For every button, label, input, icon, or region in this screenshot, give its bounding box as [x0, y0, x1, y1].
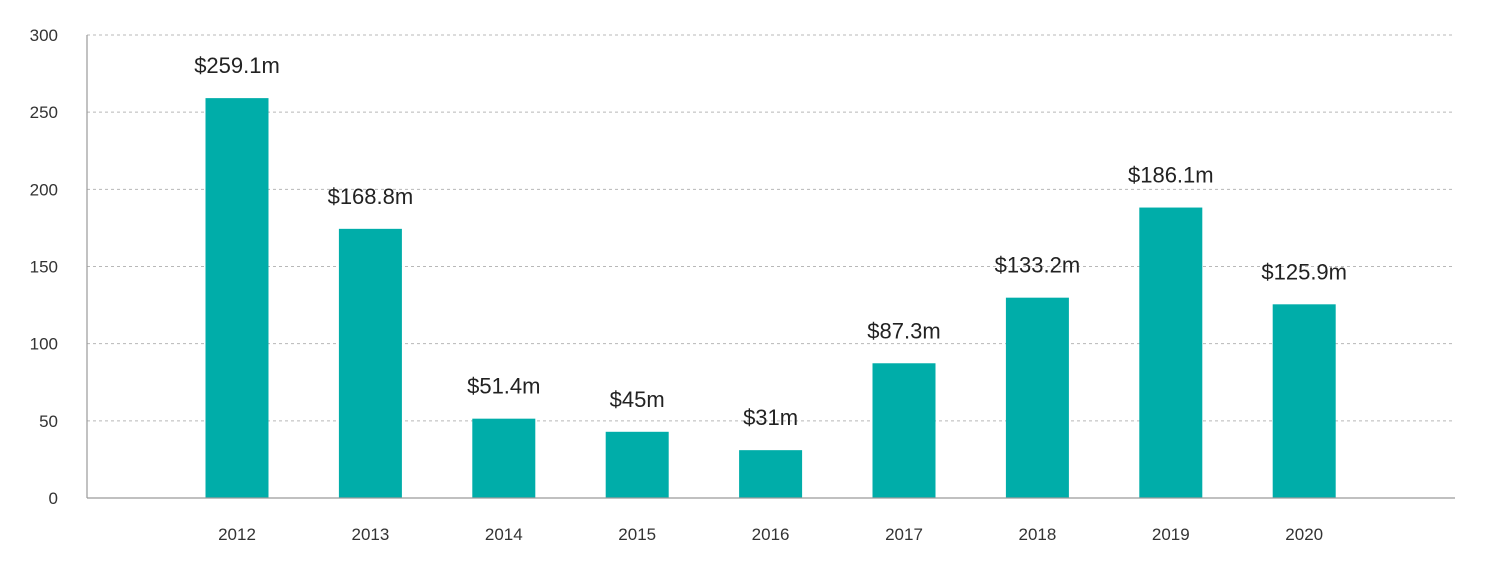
bar	[472, 418, 536, 498]
x-tick-label: 2019	[1152, 525, 1190, 544]
x-tick-label: 2012	[218, 525, 256, 544]
y-tick-label: 50	[39, 412, 58, 431]
data-label: $51.4m	[467, 374, 540, 399]
data-label: $125.9m	[1261, 259, 1347, 284]
data-label: $87.3m	[867, 318, 940, 343]
bar	[1272, 304, 1336, 498]
x-tick-label: 2015	[618, 525, 656, 544]
y-tick-label: 100	[30, 335, 58, 354]
data-label: $133.2m	[995, 253, 1081, 278]
data-label: $45m	[610, 387, 665, 412]
data-label: $186.1m	[1128, 163, 1214, 188]
y-axis-tick-labels: 0 50 100 150 200 250 300	[30, 26, 58, 508]
y-tick-label: 300	[30, 26, 58, 45]
x-tick-label: 2016	[752, 525, 790, 544]
bar	[1139, 207, 1203, 498]
bar	[1005, 297, 1069, 498]
bar	[205, 98, 269, 499]
x-tick-label: 2017	[885, 525, 923, 544]
data-label: $259.1m	[194, 53, 280, 78]
data-label: $168.8m	[328, 184, 414, 209]
bar	[605, 431, 669, 498]
x-axis-tick-labels: 2012 2013 2014 2015 2016 2017 2018 2019 2020	[218, 525, 1323, 544]
x-tick-label: 2013	[351, 525, 389, 544]
y-tick-label: 150	[30, 258, 58, 277]
y-tick-label: 250	[30, 103, 58, 122]
bar	[739, 450, 803, 498]
y-tick-label: 0	[49, 489, 58, 508]
bars	[205, 98, 1336, 499]
data-label: $31m	[743, 405, 798, 430]
bar	[338, 228, 402, 499]
x-tick-label: 2014	[485, 525, 523, 544]
gridlines	[87, 34, 1455, 422]
x-tick-label: 2018	[1018, 525, 1056, 544]
y-tick-label: 200	[30, 180, 58, 199]
x-tick-label: 2020	[1285, 525, 1323, 544]
data-labels: $259.1m $168.8m $51.4m $45m $31m $87.3m $133.2…	[194, 53, 1347, 430]
bar	[872, 363, 936, 498]
